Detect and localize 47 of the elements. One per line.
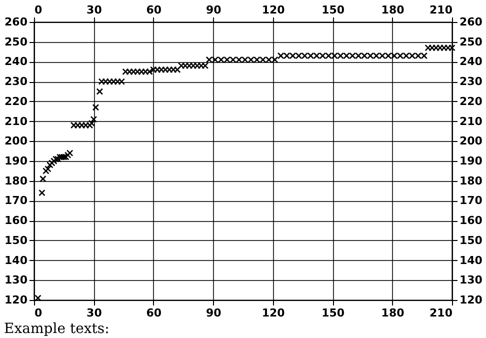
y-tick-label: 180 [4,174,28,188]
x2-tick-label: 90 [206,4,222,16]
x-tick-label: 90 [206,306,222,320]
y2-tick-label: 230 [460,75,483,88]
y-tick-label: 250 [4,35,28,48]
y-tick-label: 260 [4,16,28,28]
y2-tick-label: 220 [460,94,483,108]
y2-tick-label: 190 [460,154,483,168]
y-tick-label: 190 [4,154,28,168]
y2-tick-label: 160 [460,214,483,228]
x-tick-label: 60 [146,306,162,320]
y-tick-label: 160 [4,214,28,228]
x2-tick-label: 30 [86,4,102,16]
x-tick-label: 210 [430,306,453,320]
x2-tick-label: 210 [430,4,453,16]
y-tick-label: 140 [4,254,28,267]
y-tick-label: 220 [4,94,28,108]
y-tick-label: 200 [4,134,28,148]
x-tick-label: 0 [34,306,42,320]
y-tick-label: 150 [4,234,28,247]
y-tick-label: 120 [4,294,28,306]
y2-tick-label: 150 [460,234,483,247]
y-tick-label: 130 [4,274,28,287]
y2-tick-label: 260 [460,16,483,28]
y2-tick-label: 130 [460,274,483,287]
y-tick-label: 230 [4,75,28,88]
y2-tick-label: 180 [460,174,483,188]
y-tick-label: 170 [4,194,28,208]
y2-tick-label: 120 [460,294,483,306]
x2-tick-label: 180 [381,4,405,16]
x-tick-label: 180 [381,306,405,320]
y-tick-label: 210 [4,114,28,128]
x2-tick-label: 60 [146,4,162,16]
y2-tick-label: 250 [460,35,483,48]
y2-tick-label: 240 [460,55,483,68]
y2-tick-label: 140 [460,254,483,267]
x2-tick-label: 150 [322,4,345,16]
x-tick-label: 150 [322,306,345,320]
text: Example texts: [4,321,110,337]
x2-tick-label: 0 [34,4,42,16]
y2-tick-label: 210 [460,114,483,128]
x2-tick-label: 120 [262,4,286,16]
x-tick-label: 30 [86,306,102,320]
y-tick-label: 240 [4,55,28,68]
x-tick-label: 120 [262,306,286,320]
y2-tick-label: 170 [460,194,483,208]
y2-tick-label: 200 [460,134,483,148]
